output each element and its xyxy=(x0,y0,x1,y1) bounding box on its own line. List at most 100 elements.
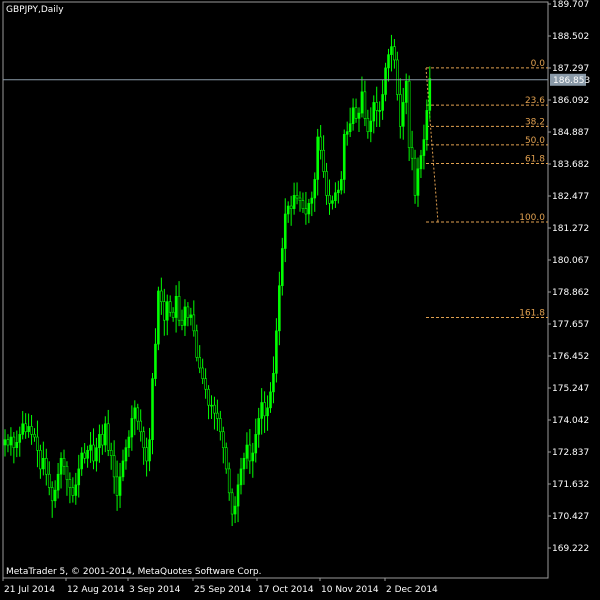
candle-body xyxy=(151,378,154,441)
candle-body xyxy=(24,423,27,433)
candle-body xyxy=(263,402,266,417)
candle-body xyxy=(328,195,331,204)
candle-body xyxy=(342,134,346,180)
time-axis: 21 Jul 2014 12 Aug 2014 3 Sep 2014 25 Sep 2… xyxy=(2,578,438,595)
candle-body xyxy=(295,195,299,199)
y-tick-label: 172.837 xyxy=(552,448,589,458)
candle-body xyxy=(56,473,60,491)
candle-body xyxy=(195,330,199,358)
current-price-box xyxy=(550,73,586,86)
y-tick-label: 182.477 xyxy=(552,192,589,202)
candle-body xyxy=(112,455,116,478)
y-tick-label: 186.092 xyxy=(552,96,589,106)
candle-body xyxy=(33,434,36,438)
candle-body xyxy=(425,110,429,140)
candle-body xyxy=(186,306,190,318)
candle-body xyxy=(428,78,432,111)
candle-body xyxy=(44,457,48,475)
candle-body xyxy=(207,388,210,406)
candle-body xyxy=(115,476,119,496)
y-tick-label: 180.067 xyxy=(552,256,589,266)
candle-body xyxy=(15,442,19,448)
candle-body xyxy=(74,484,78,496)
candle-body xyxy=(239,468,243,486)
candle-body xyxy=(177,296,181,321)
candle-body xyxy=(62,457,66,467)
candle-body xyxy=(42,457,45,470)
candle-body xyxy=(219,418,222,433)
candle-body xyxy=(393,46,396,61)
candle-body xyxy=(136,407,140,422)
fibonacci-retracement[interactable]: 0.0 23.6 38.2 50.0 61.8 100.0 161.8 xyxy=(425,59,548,319)
x-tick-label: 25 Sep 2014 xyxy=(194,585,251,595)
candle-body xyxy=(98,434,101,448)
candle-body xyxy=(363,91,367,119)
candle-body xyxy=(304,208,308,215)
candle-body xyxy=(204,378,207,390)
candle-body xyxy=(378,110,381,112)
candle-body xyxy=(331,200,334,204)
candle-body xyxy=(254,434,258,454)
candle-body xyxy=(390,46,393,55)
candle-body xyxy=(319,136,322,151)
candle-body xyxy=(201,367,204,379)
candle-body xyxy=(248,444,252,462)
candle-body xyxy=(109,450,113,456)
candle-body xyxy=(369,120,373,132)
candle-body xyxy=(348,123,352,132)
candle-body xyxy=(80,452,83,470)
candle-body xyxy=(12,436,16,448)
candle-body xyxy=(160,290,163,302)
y-tick-label: 169.222 xyxy=(552,544,589,554)
candle-body xyxy=(121,460,125,478)
fibonacci-level-label: 50.0 xyxy=(525,136,545,146)
candle-body xyxy=(50,487,54,502)
candle-body xyxy=(89,444,92,451)
candle-body xyxy=(145,447,148,462)
candle-body xyxy=(272,373,275,393)
candle-body xyxy=(280,248,284,286)
y-tick-label: 177.657 xyxy=(552,320,589,330)
x-tick-label: 21 Jul 2014 xyxy=(4,585,55,595)
candle-body xyxy=(3,439,7,446)
candle-body xyxy=(154,343,157,379)
candle-body xyxy=(210,404,213,407)
candle-body xyxy=(307,203,311,215)
candle-body xyxy=(30,426,33,435)
candle-body xyxy=(198,357,201,369)
current-price-label: 186.853 xyxy=(550,73,590,86)
candle-body xyxy=(104,423,107,446)
candle-body xyxy=(387,54,390,69)
current-price-value: 186.853 xyxy=(553,76,590,86)
candle-body xyxy=(227,468,231,494)
candle-body xyxy=(53,489,57,502)
candle-body xyxy=(83,452,86,459)
y-tick-label: 178.862 xyxy=(552,288,589,298)
y-tick-label: 175.247 xyxy=(552,384,589,394)
candle-body xyxy=(216,412,219,419)
candle-body xyxy=(251,452,255,462)
candle-body xyxy=(39,450,42,470)
candle-body xyxy=(384,67,387,95)
candle-body xyxy=(372,102,376,122)
candle-body xyxy=(325,171,328,196)
candle-body xyxy=(139,420,142,433)
candle-body xyxy=(360,91,364,114)
candle-body xyxy=(95,447,98,462)
candle-body xyxy=(401,102,405,127)
candle-body xyxy=(310,197,314,204)
candle-body xyxy=(242,457,246,470)
fibonacci-level-label: 100.0 xyxy=(519,213,545,223)
candle-body xyxy=(77,468,81,486)
y-tick-label: 187.297 xyxy=(552,64,589,74)
candle-body xyxy=(157,290,160,345)
y-tick-label: 176.452 xyxy=(552,352,589,362)
candle-body xyxy=(313,179,317,199)
candle-body xyxy=(101,434,104,446)
candle-body xyxy=(183,306,187,326)
x-tick-label: 17 Oct 2014 xyxy=(258,585,314,595)
candle-body xyxy=(213,404,216,414)
candle-body xyxy=(413,157,417,196)
y-tick-label: 188.502 xyxy=(552,32,589,42)
x-tick-label: 10 Nov 2014 xyxy=(321,585,379,595)
